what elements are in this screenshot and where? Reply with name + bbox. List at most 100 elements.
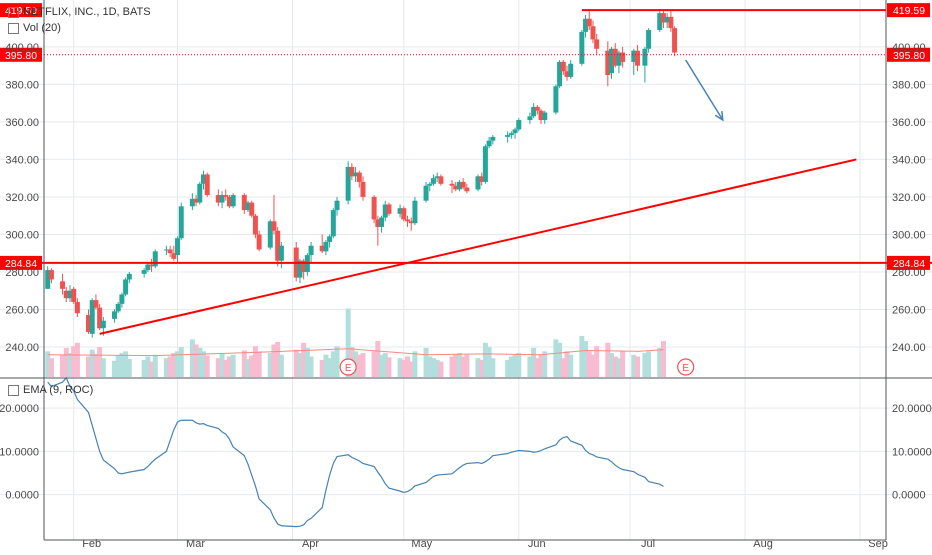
volume-bar <box>334 346 340 377</box>
volume-bar <box>230 354 236 377</box>
volume-bar <box>345 308 351 377</box>
candle-body <box>456 181 462 190</box>
candle-body <box>512 129 518 134</box>
candle-body <box>560 61 566 72</box>
candle-body <box>612 48 618 66</box>
volume-bar <box>427 356 433 377</box>
candle-body <box>97 307 103 329</box>
volume-legend-row[interactable]: Vol (20) <box>8 20 151 36</box>
volume-bar <box>319 359 325 377</box>
candle-body <box>557 61 563 87</box>
candle-body <box>71 288 77 302</box>
y-tick-left: 380.00 <box>5 79 39 91</box>
volume-bar <box>226 356 232 377</box>
candle-body <box>449 183 455 186</box>
volume-bar <box>382 353 388 377</box>
osc-tick-right: 10.0000 <box>892 446 932 458</box>
candle-body <box>642 48 648 66</box>
volume-bar <box>304 347 310 377</box>
candle-body <box>356 172 362 182</box>
oscillator-visibility-icon[interactable] <box>8 384 19 396</box>
candle-body <box>590 26 596 40</box>
volume-bar <box>67 353 73 377</box>
candle-body <box>379 217 385 227</box>
main-visibility-icon[interactable] <box>8 6 19 18</box>
candle-body <box>375 219 381 227</box>
volume-bar <box>152 354 158 377</box>
osc-tick-left: 0.0000 <box>5 490 39 502</box>
volume-bar <box>616 358 622 377</box>
volume-bar <box>660 341 666 377</box>
volume-visibility-icon[interactable] <box>8 22 19 34</box>
volume-bar <box>115 355 121 377</box>
candle-body <box>275 230 281 261</box>
volume-bar <box>642 353 648 377</box>
candle-body <box>631 50 637 62</box>
x-tick-label: Jul <box>641 538 655 550</box>
osc-tick-right: 0.0000 <box>892 490 926 502</box>
volume-bar <box>278 354 284 377</box>
candle-body <box>175 238 181 256</box>
volume-bar <box>657 347 663 377</box>
volume-bar <box>557 342 563 377</box>
candle-body <box>334 200 340 211</box>
candle-body <box>616 52 622 66</box>
volume-bar <box>620 351 626 377</box>
candle-body <box>74 301 80 314</box>
oscillator <box>47 376 664 528</box>
candle-body <box>516 120 522 130</box>
volume-bar <box>74 342 80 377</box>
candle-body <box>126 273 132 280</box>
volume-bar <box>97 347 103 377</box>
symbol-row[interactable]: NETFLIX, INC., 1D, BATS <box>8 4 151 20</box>
volume-bar <box>405 356 411 377</box>
volume-bar <box>412 351 418 377</box>
volume-label: Vol (20) <box>23 22 61 34</box>
candle-body <box>486 140 492 147</box>
candle-body <box>660 13 666 23</box>
volume-bar <box>301 342 307 377</box>
candle-body <box>345 166 351 201</box>
candles <box>45 11 678 338</box>
main-legend: NETFLIX, INC., 1D, BATS Vol (20) <box>8 4 151 36</box>
oscillator-legend[interactable]: EMA (9, ROC) <box>8 384 93 396</box>
volume-bar <box>434 359 440 377</box>
candle-body <box>86 315 92 332</box>
x-tick-label: Sep <box>868 538 888 550</box>
volume-bar <box>631 354 637 377</box>
candle-body <box>534 106 540 111</box>
volume-bar <box>568 354 574 377</box>
candle-body <box>145 264 151 271</box>
y-tick-left: 320.00 <box>5 192 39 204</box>
volume-bar <box>538 354 544 377</box>
volume-bar <box>586 351 592 377</box>
y-tick-left: 280.00 <box>5 267 39 279</box>
volume-ma <box>47 348 664 357</box>
candle-body <box>349 166 355 177</box>
candle-body <box>271 221 277 231</box>
candle-body <box>397 208 403 214</box>
candle-body <box>308 245 314 256</box>
candle-body <box>327 236 333 242</box>
price-label-left-bg <box>0 255 42 270</box>
candle-body <box>89 300 95 334</box>
price-label-right-bg <box>887 3 930 18</box>
volume-bar <box>449 356 455 377</box>
volume-bar <box>453 354 459 377</box>
candle-body <box>323 241 329 252</box>
candle-body <box>189 198 195 207</box>
volume-bar <box>430 358 436 377</box>
candle-body <box>149 264 155 267</box>
candle-body <box>45 270 51 289</box>
price-label-right-bg <box>887 255 930 270</box>
candle-body <box>178 206 184 239</box>
x-tick-label: Jun <box>528 538 546 550</box>
volume-bar <box>178 347 184 377</box>
candle-body <box>538 110 544 121</box>
volume-bar <box>200 351 206 377</box>
volume-bar <box>371 351 377 377</box>
candle-body <box>123 279 129 295</box>
candle-body <box>278 245 284 261</box>
